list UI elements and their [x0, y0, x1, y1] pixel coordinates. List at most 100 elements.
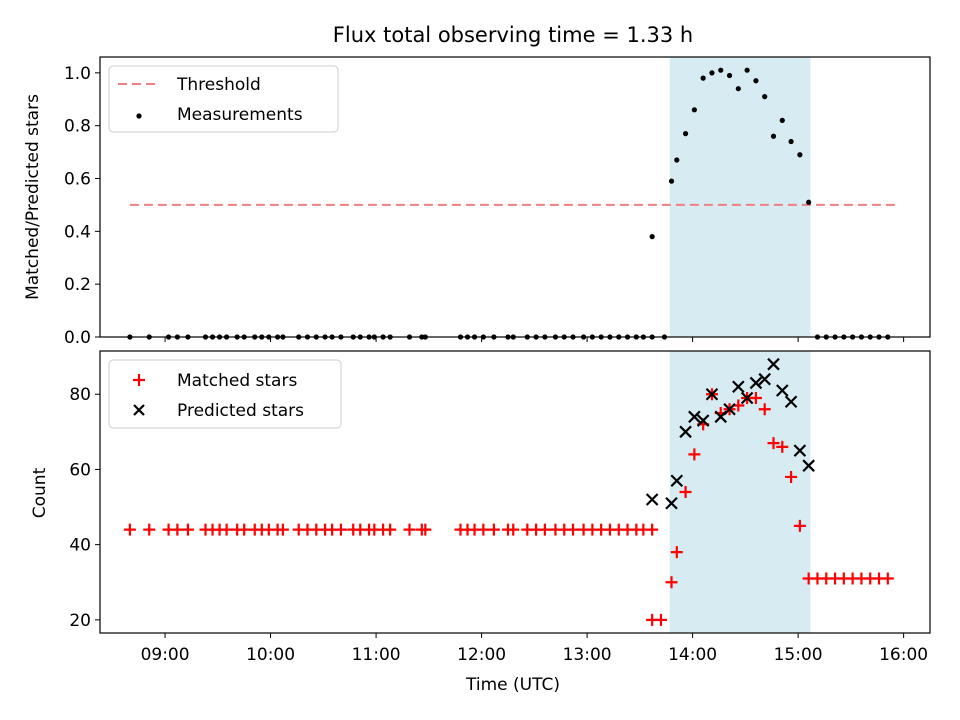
predicted-star-point: [665, 497, 678, 510]
x-tick-label: 10:00: [246, 645, 295, 665]
bottom-plot-frame: [99, 350, 931, 634]
matched-star-point: [776, 440, 789, 453]
measurement-point: [753, 78, 759, 84]
measurement-point: [709, 70, 715, 76]
measurement-point: [700, 75, 706, 81]
bottom-y-tick-label: 40: [69, 536, 91, 556]
predicted-star-point: [670, 474, 684, 487]
predicted-star-point: [740, 391, 754, 405]
predicted-star-point: [776, 384, 789, 397]
x-tick-label: 12:00: [457, 645, 506, 665]
top-y-tick-label: 1.0: [64, 64, 91, 84]
x-tick-label: 13:00: [563, 645, 612, 665]
top-panel: 0.0 0.2 0.4 0.6 0.8 1.0 Matched/Predicted sta…: [23, 56, 931, 348]
measurement-point: [726, 72, 733, 79]
predicted-star-point: [767, 357, 780, 371]
matched-star-point: [419, 523, 432, 536]
predicted-star-point: [679, 425, 692, 439]
measurement-point: [718, 67, 724, 73]
predicted-star-point: [723, 403, 736, 416]
top-plot-frame: [99, 56, 931, 338]
matched-star-point: [679, 486, 692, 498]
matched-star-point: [670, 546, 683, 559]
matched-star-point: [507, 523, 520, 536]
top-y-axis: 0.0 0.2 0.4 0.6 0.8 1.0: [64, 64, 100, 348]
measurement-point: [788, 138, 794, 145]
top-y-tick-label: 0.6: [64, 170, 91, 190]
threshold-legend-label: Threshold: [176, 75, 261, 95]
measurement-point: [744, 67, 750, 73]
matched-star-point: [171, 523, 184, 536]
matched-star-point: [334, 523, 347, 536]
x-axis-label: Time (UTC): [465, 675, 560, 695]
bottom-y-axis-label: Count: [30, 467, 50, 518]
top-legend: Threshold Measurements: [108, 65, 339, 133]
matched-star-point: [143, 523, 156, 536]
matched-star-point: [487, 523, 500, 536]
predicted-star-point: [732, 380, 745, 393]
measurement-point: [674, 157, 680, 163]
bottom-x-axis: 09:00 10:00 11:00 12:00 13:00 14:00 15:00 16:00: [141, 633, 928, 665]
top-legend-box: [108, 65, 339, 133]
predicted-legend-label: Predicted stars: [177, 401, 304, 421]
x-tick-label: 15:00: [774, 645, 823, 665]
bottom-legend: Matched stars Predicted stars: [108, 359, 342, 429]
measurement-point: [691, 107, 697, 113]
matched-star-point: [785, 470, 798, 483]
measurement-point: [779, 117, 785, 123]
predicted-star-point: [688, 410, 701, 424]
bottom-y-tick-label: 80: [69, 385, 91, 405]
matched-star-point: [654, 613, 667, 626]
measurement-point: [649, 234, 655, 240]
predicted-star-point: [793, 444, 807, 457]
predicted-stars-points: [645, 357, 815, 510]
predicted-star-point: [784, 395, 798, 409]
bottom-y-tick-label: 20: [69, 611, 91, 631]
matched-star-point: [220, 523, 233, 536]
predicted-star-point: [645, 493, 659, 506]
bottom-y-tick-label: 60: [69, 460, 91, 480]
bottom-y-axis: 20 40 60 80: [69, 385, 100, 631]
matched-legend-swatch: [133, 374, 145, 386]
matched-star-point: [181, 523, 194, 536]
matched-star-point: [123, 523, 136, 536]
matched-star-point: [749, 392, 762, 404]
matched-star-point: [688, 448, 701, 461]
measurement-point: [762, 94, 768, 100]
matched-star-point: [646, 523, 659, 536]
x-tick-label: 11:00: [352, 645, 401, 665]
matched-star-point: [477, 523, 490, 536]
measurement-point: [682, 131, 689, 137]
bottom-panel: 20 40 60 80 09:00 10:00 11:00 12:00 13:00 14:00 1…: [30, 350, 931, 695]
matched-star-point: [384, 523, 397, 536]
matched-star-point: [276, 523, 289, 536]
top-y-axis-label: Matched/Predicted stars: [23, 94, 43, 300]
top-y-tick-label: 0.4: [64, 222, 91, 242]
measurement-legend-label: Measurements: [177, 105, 303, 125]
predicted-star-point: [705, 387, 719, 401]
matched-star-point: [881, 572, 894, 585]
measurement-point: [735, 86, 741, 92]
measurement-point: [806, 199, 812, 205]
predicted-star-point: [696, 414, 710, 427]
measurement-point: [797, 152, 803, 158]
matched-star-point: [567, 523, 580, 536]
measurement-point: [770, 133, 777, 139]
matched-star-point: [758, 403, 771, 416]
chart-title: Flux total observing time = 1.33 h: [333, 23, 693, 47]
matched-star-point: [767, 437, 780, 450]
bottom-legend-box: [108, 359, 342, 429]
matched-star-point: [238, 523, 251, 536]
predicted-legend-swatch: [133, 404, 145, 416]
matched-star-point: [665, 576, 678, 589]
measurement-legend-swatch: [136, 113, 142, 119]
matched-star-point: [538, 523, 551, 536]
matched-star-point: [793, 519, 806, 532]
top-y-tick-label: 0.2: [64, 275, 91, 295]
x-tick-label: 09:00: [141, 645, 190, 665]
measurement-point: [668, 178, 675, 184]
matched-star-point: [403, 523, 416, 536]
predicted-star-point: [758, 372, 771, 386]
predicted-star-point: [802, 459, 815, 472]
